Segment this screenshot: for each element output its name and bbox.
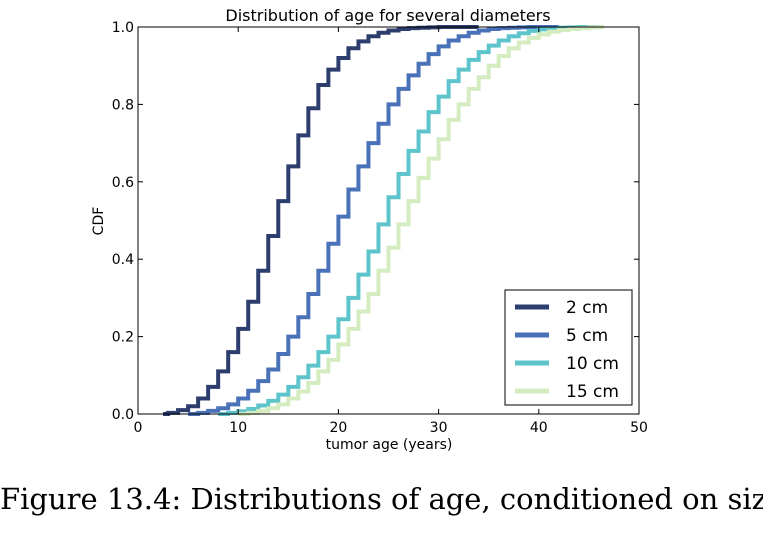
y-tick-label: 0.6: [112, 175, 134, 191]
legend-label-4: 15 cm: [566, 382, 619, 402]
series-line-4: [238, 25, 604, 416]
axis-ticks: 0 10 20 30 40 50 0.0 0.2 0.4 0.6 0.8 1.0: [112, 20, 648, 436]
series-layer: [163, 25, 604, 416]
y-tick-label: 0.2: [112, 330, 134, 346]
legend-label-2: 5 cm: [566, 326, 608, 346]
legend-entries: 2 cm 5 cm 10 cm 15 cm: [515, 298, 619, 402]
legend: 2 cm 5 cm 10 cm 15 cm: [504, 289, 633, 406]
chart-title: Distribution of age for several diameter…: [225, 6, 550, 25]
x-tick-label: 20: [329, 420, 347, 436]
series-line-3: [218, 25, 599, 416]
series-line-1: [163, 25, 479, 416]
y-tick-label: 0.4: [112, 252, 134, 268]
y-tick-label: 1.0: [112, 20, 134, 36]
figure-caption: Figure 13.4: Distributions of age, condi…: [0, 482, 763, 516]
x-axis-label: tumor age (years): [326, 437, 453, 453]
x-tick-label: 30: [430, 420, 448, 436]
series-line-2: [188, 25, 559, 416]
plot-frame: [137, 26, 640, 415]
y-tick-label: 0.8: [112, 97, 134, 113]
x-tick-label: 10: [229, 420, 247, 436]
legend-label-3: 10 cm: [566, 354, 619, 374]
x-tick-label: 40: [530, 420, 548, 436]
x-tick-label: 50: [630, 420, 648, 436]
legend-label-1: 2 cm: [566, 298, 608, 318]
x-tick-label: 0: [134, 420, 143, 436]
y-tick-label: 0.0: [112, 407, 134, 423]
y-axis-label: CDF: [91, 207, 107, 236]
